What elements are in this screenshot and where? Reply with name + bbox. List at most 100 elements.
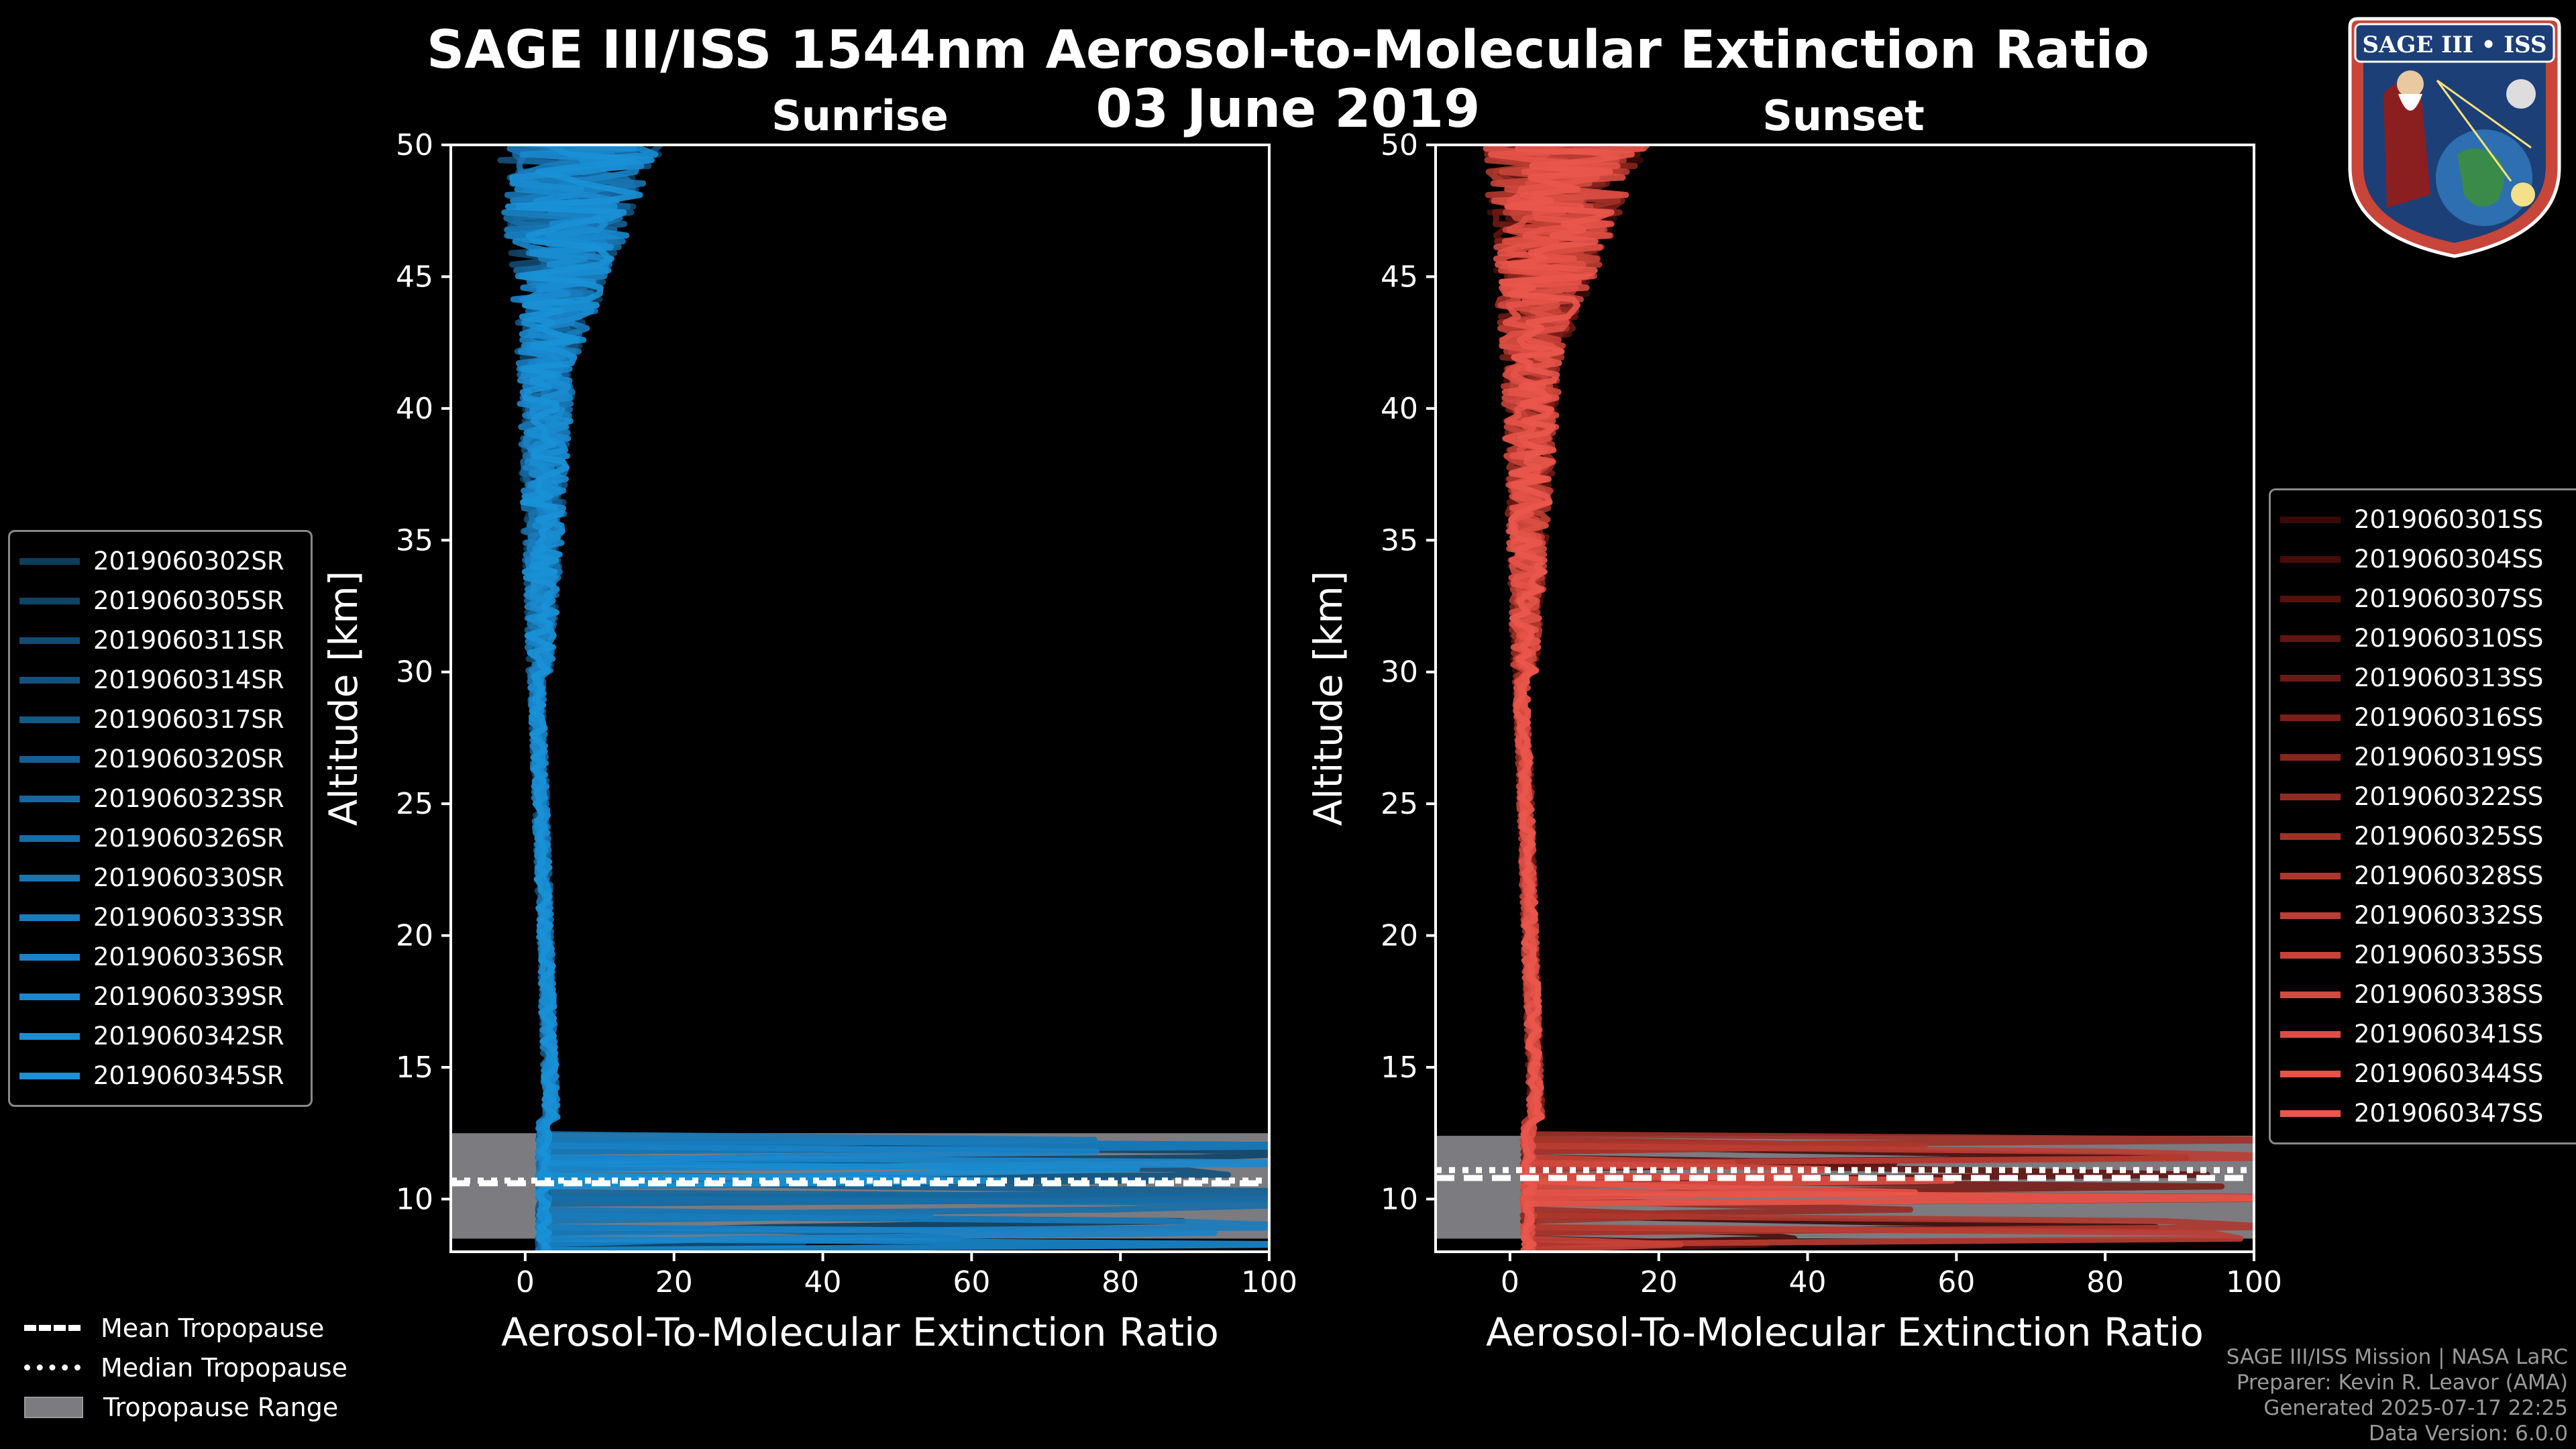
- profile-line-2019060332SS: [1484, 145, 2254, 1252]
- profile-line-2019060301SS: [1498, 145, 2159, 1252]
- legend-swatch: [2280, 555, 2341, 563]
- legend-swatch: [19, 835, 80, 842]
- legend-label: 2019060328SS: [2354, 861, 2544, 890]
- credits: SAGE III/ISS Mission | NASA LaRC Prepare…: [2226, 1344, 2568, 1446]
- legend-swatch: [19, 1032, 80, 1040]
- y-tick-label: 35: [396, 523, 433, 557]
- legend-entry: 2019060335SS: [2280, 935, 2572, 975]
- legend-entry: 2019060345SR: [19, 1056, 301, 1095]
- logo-text: SAGE III • ISS: [2362, 32, 2546, 58]
- legend-label: 2019060320SR: [93, 745, 284, 773]
- legend-swatch: [19, 557, 80, 565]
- legend-label: 2019060304SS: [2354, 545, 2544, 574]
- legend-label: 2019060305SR: [93, 586, 284, 615]
- legend-entry: 2019060323SR: [19, 779, 301, 818]
- profile-line-2019060302SR: [517, 145, 1269, 1252]
- legend-label: 2019060344SS: [2354, 1059, 2544, 1088]
- legend-entry: 2019060304SS: [2280, 539, 2572, 579]
- legend-label: 2019060317SR: [93, 705, 284, 734]
- legend-swatch: [2280, 753, 2341, 761]
- x-tick-label: 60: [953, 1265, 990, 1299]
- profile-line-2019060328SS: [1485, 145, 2254, 1252]
- credit-generated: Generated 2025-07-17 22:25: [2263, 1396, 2568, 1420]
- legend-label: 2019060326SR: [93, 824, 284, 853]
- legend-swatch: [2280, 714, 2341, 721]
- credit-preparer: Preparer: Kevin R. Leavor (AMA): [2236, 1371, 2568, 1395]
- legend-entry-median-tropopause: Median Tropopause: [24, 1348, 347, 1387]
- panel-sunrise: 0 20 40 60 80 100 10 15 20 25 30 35 40 45 50 Aerosol-To…: [321, 128, 1297, 1355]
- legend-label: Mean Tropopause: [101, 1313, 325, 1343]
- legend-label: 2019060323SR: [93, 784, 284, 813]
- chart-date: 03 June 2019: [1095, 79, 1481, 140]
- y-tick-label: 20: [396, 919, 433, 953]
- legend-entry: 2019060319SS: [2280, 737, 2572, 777]
- legend-label: 2019060313SS: [2354, 663, 2544, 692]
- legend-entry: 2019060316SS: [2280, 698, 2572, 737]
- x-tick-label: 40: [1789, 1265, 1827, 1299]
- legend-swatch: [2280, 951, 2341, 959]
- plot-frame: [1434, 144, 2255, 1253]
- x-axis-label: Aerosol-To-Molecular Extinction Ratio: [501, 1309, 1219, 1355]
- legend-swatch: [19, 795, 80, 802]
- credit-version: Data Version: 6.0.0: [2368, 1421, 2568, 1446]
- x-tick-label: 0: [1501, 1265, 1519, 1299]
- legend-entry: 2019060339SR: [19, 977, 301, 1016]
- profile-line-2019060336SR: [510, 145, 1218, 1252]
- y-tick-label: 40: [396, 392, 433, 426]
- x-tick-label: 40: [804, 1265, 842, 1299]
- legend-swatch: [2280, 991, 2341, 998]
- legend-swatch: [2280, 595, 2341, 602]
- dashed-line-swatch: [24, 1325, 80, 1331]
- legend-entry: 2019060333SR: [19, 898, 301, 937]
- legend-swatch: [19, 597, 80, 604]
- y-tick-label: 20: [1381, 919, 1418, 953]
- legend-label: 2019060314SR: [93, 665, 284, 694]
- legend-entry: 2019060332SS: [2280, 896, 2572, 935]
- x-tick-label: 80: [1102, 1265, 1139, 1299]
- y-tick-label: 45: [1381, 260, 1418, 294]
- y-tick-label: 15: [1381, 1051, 1418, 1085]
- profile-line-2019060317SR: [505, 145, 1173, 1252]
- profile-line-2019060342SR: [509, 145, 1140, 1252]
- legend-swatch: [2280, 1070, 2341, 1077]
- profile-line-2019060326SR: [503, 145, 1269, 1252]
- profile-line-2019060319SS: [1484, 145, 2254, 1252]
- x-axis-label: Aerosol-To-Molecular Extinction Ratio: [1486, 1309, 2204, 1355]
- dotted-line-swatch: [24, 1364, 80, 1371]
- legend-swatch: [19, 993, 80, 1000]
- legend-entry: 2019060322SS: [2280, 777, 2572, 816]
- y-tick-label: 10: [396, 1182, 433, 1216]
- y-axis-label: Altitude [km]: [321, 571, 366, 826]
- x-tick-label: 20: [1640, 1265, 1678, 1299]
- legend-swatch: [19, 637, 80, 644]
- plot-frame: [449, 144, 1271, 1253]
- x-tick-label: 100: [2226, 1265, 2282, 1299]
- profile-line-2019060310SS: [1487, 145, 2210, 1252]
- legend-entry-tropopause-range: Tropopause Range: [24, 1387, 347, 1427]
- x-tick-label: 100: [1241, 1265, 1297, 1299]
- x-tick-label: 60: [1937, 1265, 1975, 1299]
- legend-label: 2019060332SS: [2354, 901, 2544, 930]
- legend-swatch: [2280, 674, 2341, 682]
- legend-entry: 2019060310SS: [2280, 619, 2572, 658]
- legend-entry: 2019060338SS: [2280, 975, 2572, 1014]
- legend-label: Tropopause Range: [103, 1392, 339, 1422]
- legend-label: Median Tropopause: [101, 1352, 347, 1383]
- legend-sunset: 2019060301SS 2019060304SS 2019060307SS 2019…: [2269, 488, 2576, 1144]
- y-tick-label: 30: [1381, 655, 1418, 690]
- legend-label: 2019060345SR: [93, 1061, 284, 1090]
- legend-label: 2019060336SR: [93, 943, 284, 971]
- legend-swatch: [19, 874, 80, 881]
- legend-swatch: [2280, 1030, 2341, 1038]
- legend-entry: 2019060326SR: [19, 818, 301, 858]
- legend-entry: 2019060305SR: [19, 581, 301, 621]
- legend-swatch: [2280, 872, 2341, 879]
- legend-swatch: [19, 716, 80, 723]
- profile-line-2019060341SS: [1483, 145, 1955, 1252]
- range-box-swatch: [24, 1396, 83, 1418]
- legend-label: 2019060347SS: [2354, 1099, 2544, 1128]
- profile-line-2019060325SS: [1490, 145, 2254, 1252]
- legend-swatch: [19, 755, 80, 763]
- legend-entry: 2019060317SR: [19, 700, 301, 739]
